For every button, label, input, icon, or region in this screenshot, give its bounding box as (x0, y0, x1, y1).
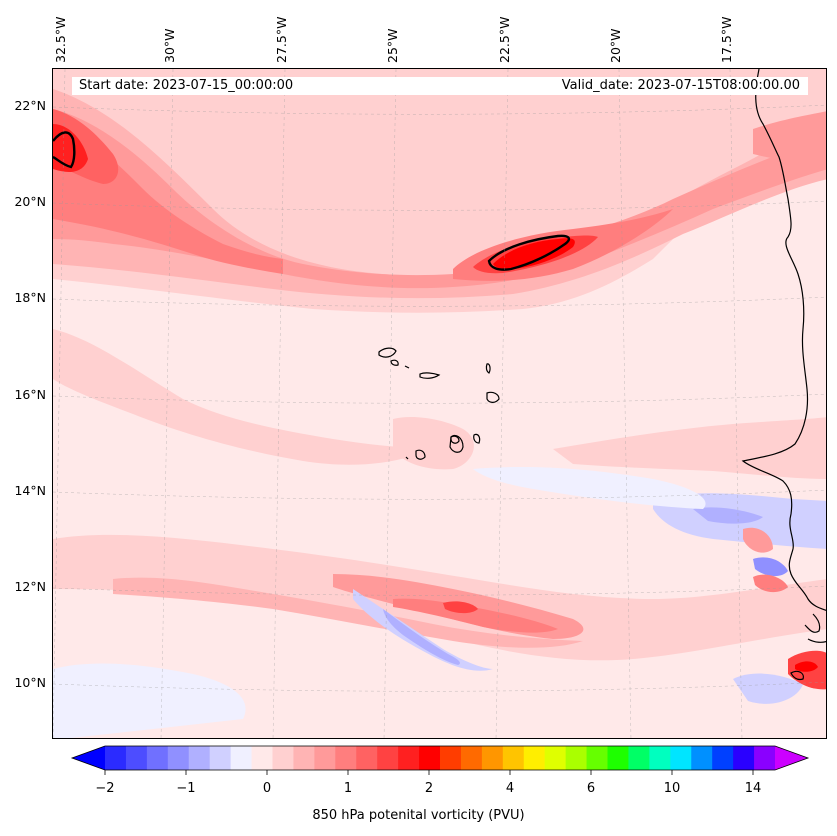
lat-label-20n: 20°N (14, 194, 46, 209)
colorbar-cell (377, 746, 399, 770)
colorbar-cell (335, 746, 357, 770)
colorbar-cell (146, 746, 169, 770)
colorbar-cell (628, 746, 650, 770)
colorbar-cell (670, 746, 692, 770)
colorbar-cell (586, 746, 608, 770)
colorbar-cells (105, 746, 776, 770)
lon-label-27-5w: 27.5°W (274, 16, 289, 63)
colorbar-cell (733, 746, 755, 770)
colorbar-cell (251, 746, 273, 770)
colorbar-cell (125, 746, 148, 770)
colorbar-cell (565, 746, 588, 770)
lat-label-18n: 18°N (14, 290, 46, 305)
colorbar-extend-low (72, 746, 105, 770)
colorbar-cell (712, 746, 734, 770)
pv-field-map (53, 69, 826, 738)
cbar-tick-neg2: −2 (95, 781, 115, 796)
colorbar-cell (691, 746, 713, 770)
lat-label-12n: 12°N (14, 579, 46, 594)
graticule (53, 69, 826, 738)
colorbar-cell (398, 746, 420, 770)
map-panel (52, 68, 827, 739)
colorbar-label: 850 hPa potenital vorticity (PVU) (312, 808, 525, 823)
cbar-tick-0: 0 (262, 781, 272, 796)
colorbar-cell (167, 746, 190, 770)
lat-label-10n: 10°N (14, 675, 46, 690)
pv-negative-east-bottom (733, 673, 803, 704)
lat-label-16n: 16°N (14, 387, 46, 402)
pv-coast-patch-bottom-core (795, 661, 818, 672)
pv-band-south-spot (443, 601, 478, 614)
pv-band-south-mid (113, 577, 583, 648)
lon-label-32-5w: 32.5°W (53, 16, 68, 63)
colorbar-outline (70, 745, 810, 771)
pv-negative-mid-east (473, 467, 706, 509)
cbar-tick-neg1: −1 (176, 781, 196, 796)
start-date-label: Start date: 2023-07-15_00:00:00 (79, 78, 294, 93)
lon-label-20w: 20°W (608, 28, 623, 63)
cbar-tick-4: 4 (505, 781, 515, 796)
colorbar-cell (649, 746, 671, 770)
colorbar-cell (481, 746, 504, 770)
lat-label-14n: 14°N (14, 483, 46, 498)
africa-coastline-south (790, 613, 826, 681)
colorbar-cell (440, 746, 462, 770)
pv-band-upper-right (753, 111, 826, 164)
colorbar-cell (293, 746, 315, 770)
colorbar-cell (209, 746, 232, 770)
valid-date-label: Valid_date: 2023-07-15T08:00:00.00 (561, 78, 800, 93)
colorbar-cell (502, 746, 525, 770)
pv-coast-patch-1 (743, 527, 773, 553)
lon-label-22-5w: 22.5°W (497, 16, 512, 63)
pv-coast-patch-2 (753, 574, 788, 593)
pv-band-south-core (393, 598, 558, 633)
lon-label-25w: 25°W (385, 28, 400, 63)
colorbar-cell (314, 746, 336, 770)
cbar-tick-10: 10 (663, 781, 681, 796)
colorbar-cell (105, 746, 127, 770)
pv-negative-coast-patch (753, 557, 788, 577)
colorbar-cell (523, 746, 546, 770)
pv-patch-east-mid (553, 417, 826, 479)
colorbar-cell (272, 746, 294, 770)
colorbar-cell (419, 746, 441, 770)
colorbar-cell (188, 746, 211, 770)
date-info-bar: Start date: 2023-07-15_00:00:00 Valid_da… (72, 77, 808, 95)
colorbar-cell (607, 746, 629, 770)
lon-label-30w: 30°W (162, 28, 177, 63)
cbar-tick-6: 6 (586, 781, 596, 796)
pv-filament-core (493, 238, 575, 270)
pv-blob-upper-left (53, 124, 88, 172)
pv-contour-upper-left (53, 131, 76, 169)
pv-patch-islands (393, 417, 474, 470)
colorbar-cell (544, 746, 567, 770)
cbar-tick-2: 2 (424, 781, 434, 796)
lon-label-17-5w: 17.5°W (719, 16, 734, 63)
pv-band-north-inner (53, 109, 826, 289)
colorbar-extend-high (775, 746, 808, 770)
colorbar-cell (754, 746, 776, 770)
lat-label-22n: 22°N (14, 98, 46, 113)
colorbar-cell (460, 746, 483, 770)
pv-contour-filament (487, 234, 571, 271)
cbar-tick-14: 14 (744, 781, 762, 796)
colorbar-cell (356, 746, 378, 770)
pv-negative-band-south-core (383, 609, 460, 665)
colorbar-cell (230, 746, 253, 770)
pv-negative-east-core (693, 507, 763, 524)
cbar-tick-1: 1 (343, 781, 353, 796)
cape-verde-islands (378, 347, 500, 460)
pv-negative-sw (53, 663, 246, 738)
africa-coastline (741, 69, 826, 611)
